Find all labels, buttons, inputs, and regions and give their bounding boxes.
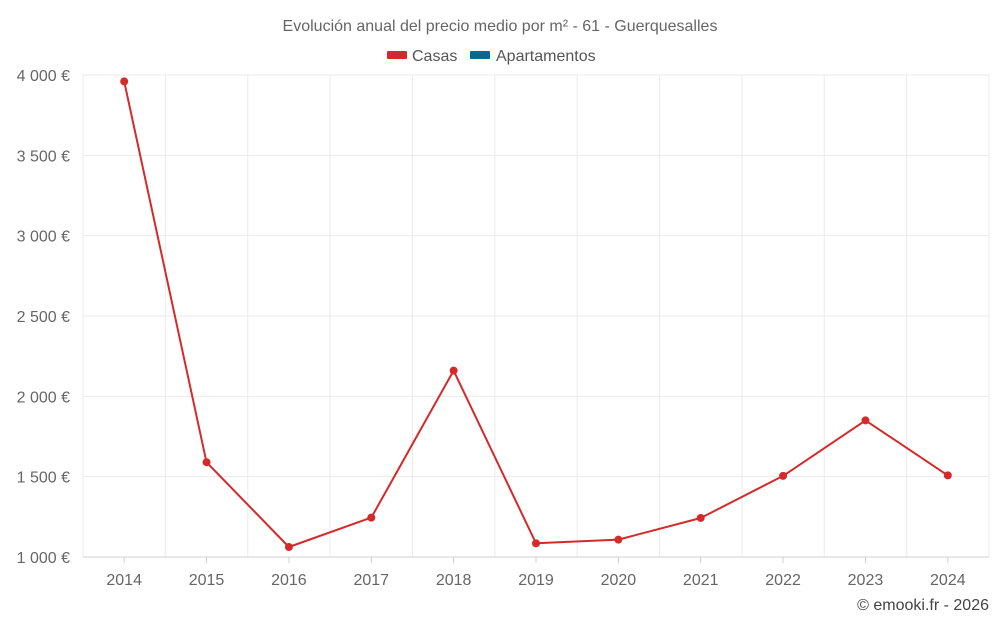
grid — [82, 74, 990, 557]
x-tick-label: 2014 — [106, 572, 142, 589]
legend-swatch-apartamentos — [470, 51, 490, 59]
y-tick-label: 1 000 € — [17, 550, 70, 567]
data-point-casas-2020[interactable] — [614, 535, 623, 544]
y-tick-label: 2 500 € — [17, 309, 70, 326]
data-point-casas-2024[interactable] — [943, 471, 952, 480]
data-point-casas-2021[interactable] — [696, 513, 705, 522]
x-tick-label: 2019 — [518, 572, 554, 589]
y-tick-label: 4 000 € — [17, 68, 70, 85]
x-tick-label: 2021 — [683, 572, 719, 589]
y-tick-label: 1 500 € — [17, 470, 70, 487]
data-point-casas-2018[interactable] — [449, 366, 458, 375]
chart-title: Evolución anual del precio medio por m² … — [283, 18, 718, 35]
x-tick-label: 2016 — [271, 572, 307, 589]
data-point-casas-2016[interactable] — [284, 543, 293, 552]
y-tick-label: 3 000 € — [17, 229, 70, 246]
x-tick-label: 2018 — [436, 572, 472, 589]
legend-item-apartamentos[interactable]: Apartamentos — [470, 48, 596, 65]
data-point-casas-2023[interactable] — [861, 416, 870, 425]
data-point-casas-2022[interactable] — [779, 471, 788, 480]
y-tick-label: 2 000 € — [17, 389, 70, 406]
x-tick-label: 2020 — [601, 572, 637, 589]
y-tick-label: 3 500 € — [17, 148, 70, 165]
legend: Casas Apartamentos — [387, 48, 596, 65]
series — [120, 77, 952, 552]
data-point-casas-2014[interactable] — [120, 77, 129, 86]
axes: 1 000 € 1 500 € 2 000 € 2 500 € 3 000 € 3 500… — [17, 68, 989, 589]
legend-item-casas[interactable]: Casas — [387, 48, 457, 65]
data-point-casas-2017[interactable] — [367, 513, 376, 522]
legend-label-casas: Casas — [412, 48, 457, 65]
x-tick-label: 2017 — [353, 572, 389, 589]
legend-label-apartamentos: Apartamentos — [496, 48, 596, 65]
x-tick-label: 2015 — [189, 572, 225, 589]
x-tick-label: 2023 — [848, 572, 884, 589]
x-tick-label: 2022 — [765, 572, 801, 589]
data-point-casas-2015[interactable] — [202, 458, 211, 467]
credit-text: © emooki.fr - 2026 — [857, 597, 989, 614]
legend-swatch-casas — [387, 51, 407, 59]
x-tick-label: 2024 — [930, 572, 966, 589]
data-point-casas-2019[interactable] — [532, 539, 540, 548]
